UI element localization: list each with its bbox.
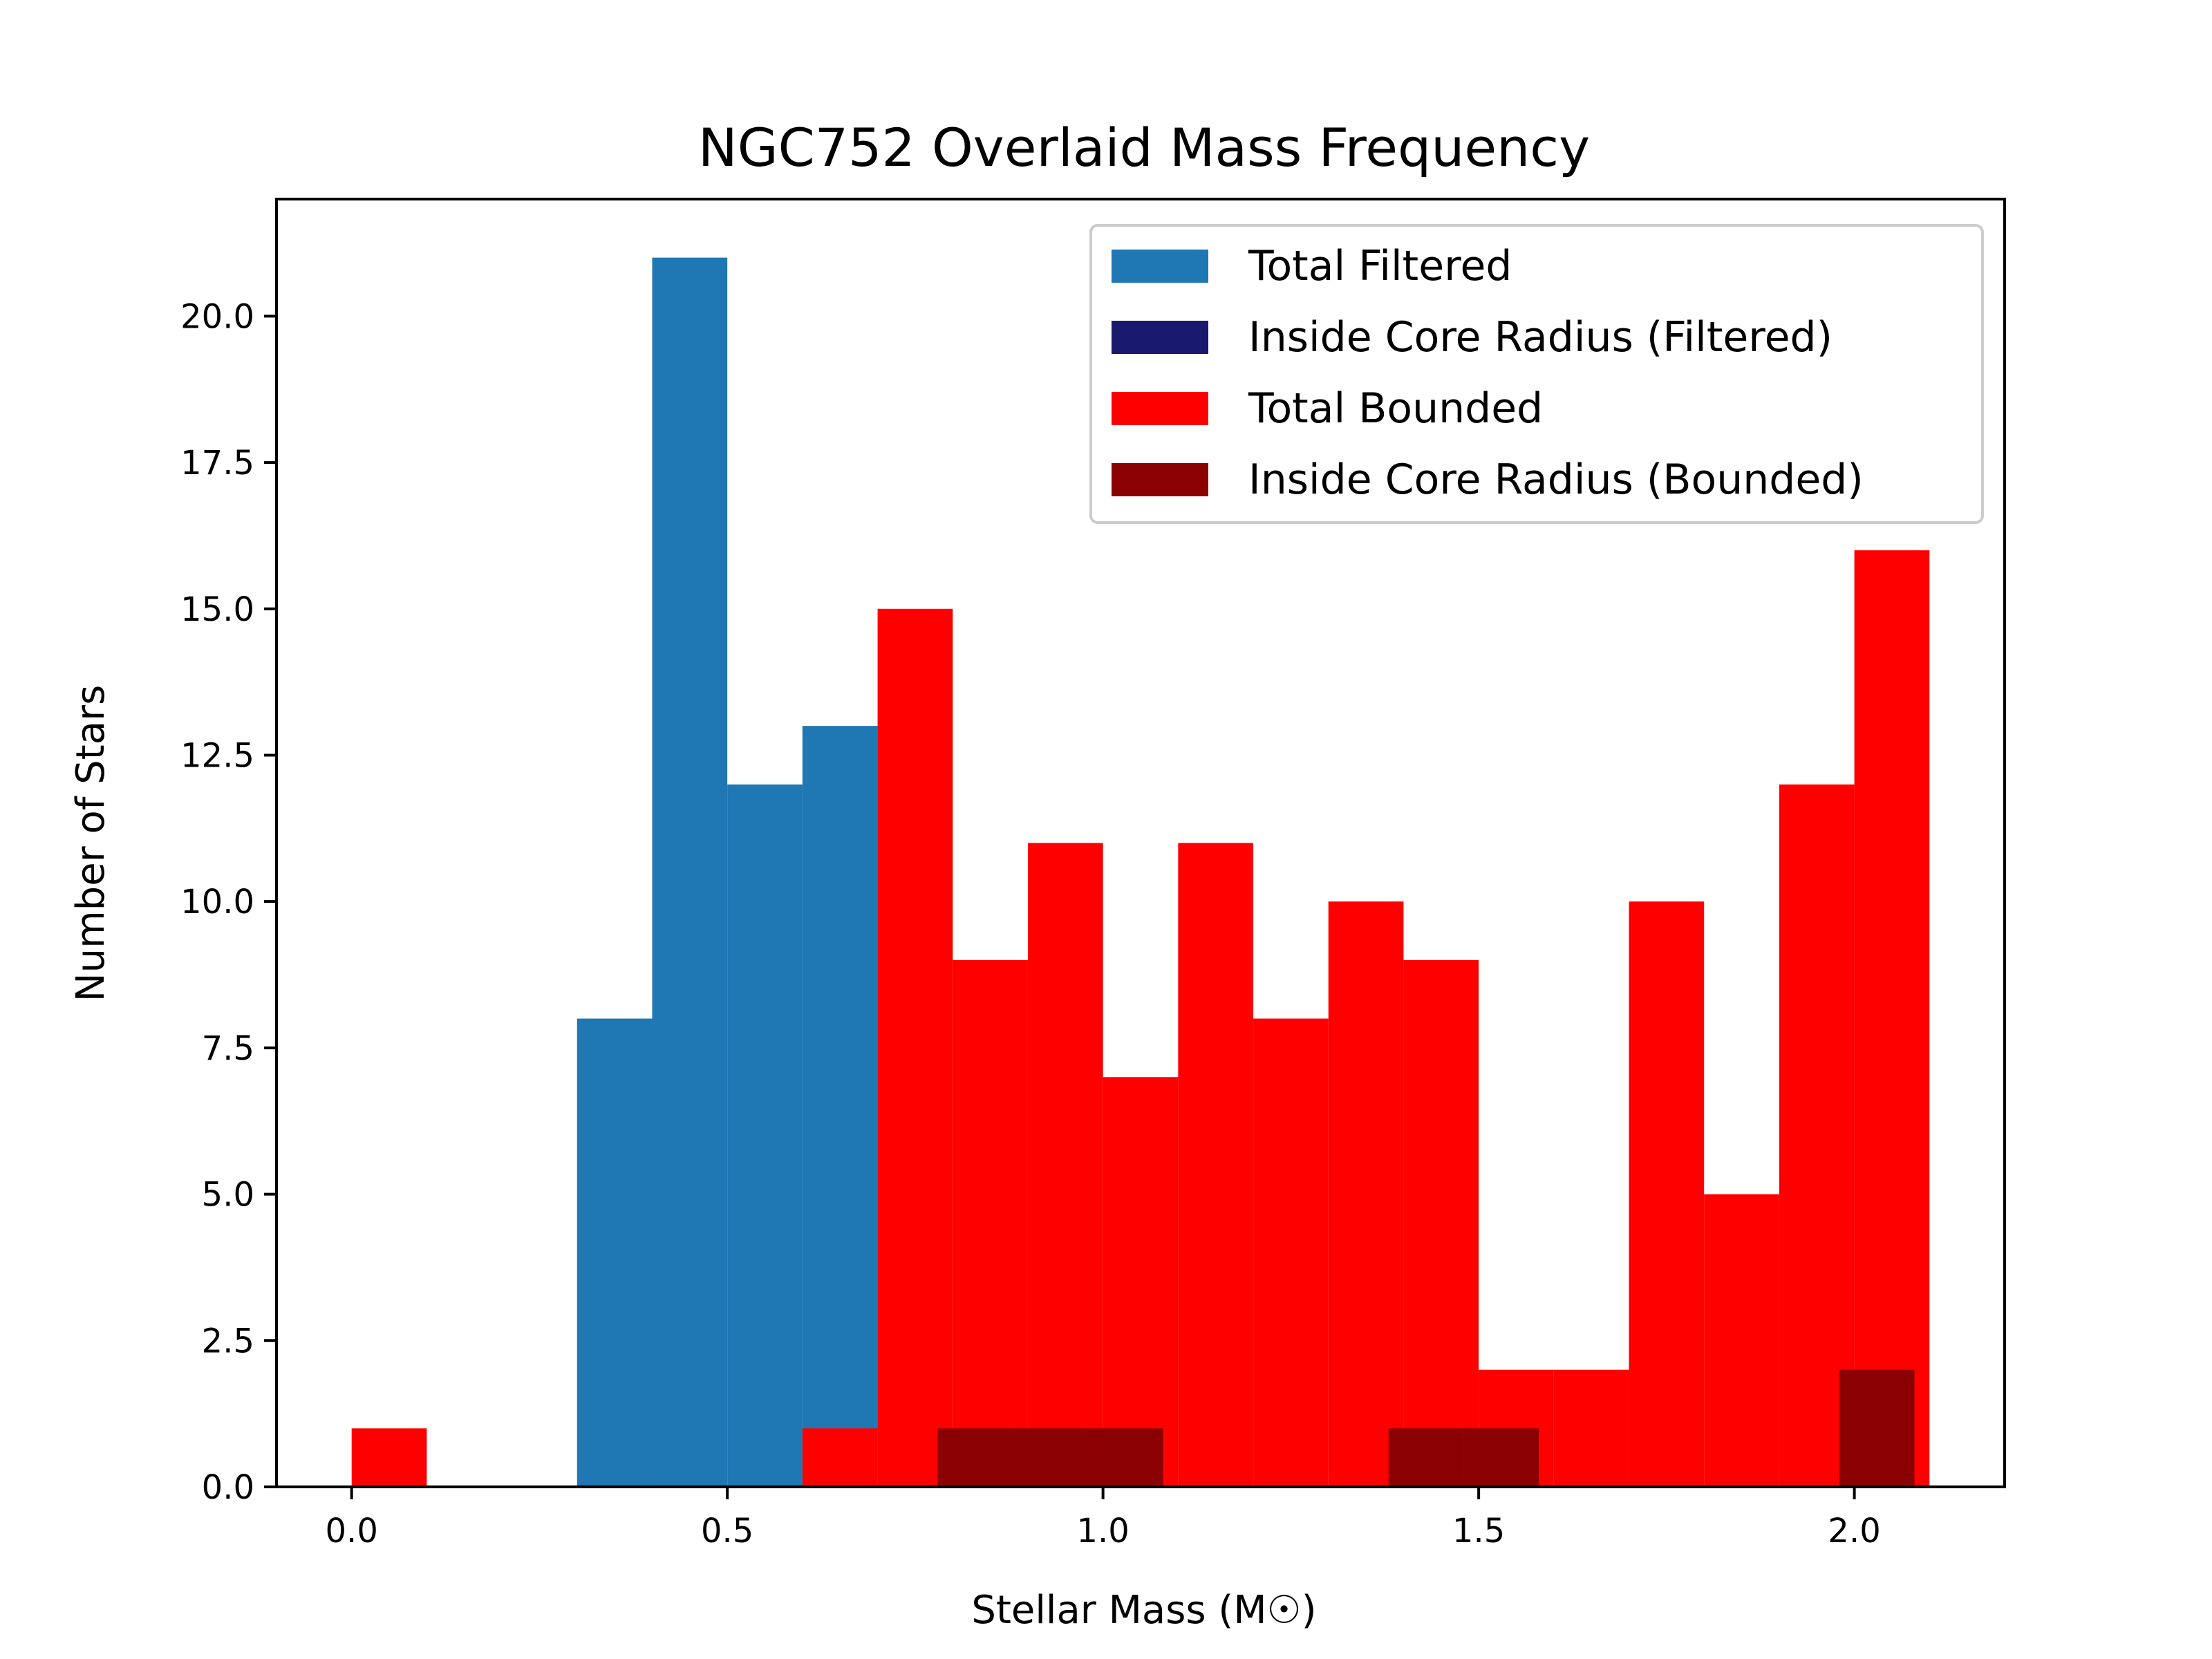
bar-s2-b1 — [802, 1428, 878, 1487]
x-axis-ticks: 0.0 0.5 1.0 1.5 2.0 — [326, 1487, 1881, 1550]
bar-s2-b5 — [1103, 1077, 1179, 1487]
legend-label-2: Total Bounded — [1248, 384, 1543, 433]
bar-s3-b4 — [1463, 1428, 1539, 1487]
bar-s2-b7 — [1253, 1018, 1329, 1487]
legend-swatch-3 — [1112, 463, 1208, 496]
y-tick-label-1: 2.5 — [202, 1322, 254, 1360]
bar-s2-b6 — [1178, 843, 1254, 1487]
bar-s0-b3 — [802, 726, 878, 1487]
x-tick-label-1: 0.5 — [701, 1512, 753, 1550]
bar-s2-b3 — [953, 959, 1028, 1487]
y-tick-label-0: 0.0 — [202, 1468, 254, 1507]
bars-layer — [351, 257, 1930, 1488]
bar-s2-b8 — [1328, 901, 1404, 1487]
legend-label-3: Inside Core Radius (Bounded) — [1248, 456, 1864, 504]
bar-s2-b15 — [1854, 550, 1930, 1488]
y-tick-label-4: 10.0 — [180, 883, 254, 921]
bar-s0-b2 — [727, 784, 803, 1487]
y-tick-label-6: 15.0 — [180, 590, 254, 629]
bar-s2-b0 — [351, 1428, 427, 1487]
axes-frame — [275, 198, 2006, 1488]
bar-s2-b4 — [1027, 843, 1103, 1487]
bar-s2-b9 — [1403, 959, 1479, 1487]
y-tick-label-2: 5.0 — [202, 1176, 254, 1215]
x-tick-label-4: 2.0 — [1828, 1512, 1880, 1550]
x-tick-label-2: 1.0 — [1076, 1512, 1129, 1550]
y-tick-label-8: 20.0 — [180, 297, 254, 336]
bar-s2-b2 — [877, 608, 953, 1487]
legend-swatch-0 — [1112, 250, 1208, 283]
legend-label-1: Inside Core Radius (Filtered) — [1248, 313, 1833, 362]
legend-swatch-2 — [1112, 392, 1208, 425]
bar-s2-b13 — [1704, 1194, 1779, 1487]
x-axis-label: Stellar Mass (M☉) — [971, 1588, 1316, 1633]
x-tick-label-0: 0.0 — [326, 1512, 378, 1550]
legend: Total Filtered Inside Core Radius (Filter… — [1089, 224, 1984, 524]
bar-s2-b11 — [1553, 1369, 1629, 1487]
y-tick-label-7: 17.5 — [180, 444, 254, 482]
bar-s3-b0 — [937, 1428, 1013, 1487]
bar-s3-b2 — [1087, 1428, 1163, 1487]
bar-s0-b0 — [577, 1018, 653, 1487]
bar-s0-b1 — [652, 257, 728, 1487]
bar-s3-b1 — [1013, 1428, 1088, 1487]
bar-s3-b5 — [1839, 1369, 1915, 1487]
y-tick-label-3: 7.5 — [202, 1029, 254, 1068]
x-tick-label-3: 1.5 — [1452, 1512, 1505, 1550]
legend-frame — [1089, 224, 1984, 524]
y-tick-label-5: 12.5 — [180, 736, 254, 775]
legend-items: Total Filtered Inside Core Radius (Filter… — [1112, 242, 1864, 504]
chart-title: NGC752 Overlaid Mass Frequency — [698, 117, 1590, 178]
y-axis-ticks: 0.0 2.5 5.0 7.5 10.0 12.5 15.0 17.5 20.0 — [180, 297, 276, 1507]
legend-swatch-1 — [1112, 321, 1208, 354]
bar-s3-b3 — [1388, 1428, 1464, 1487]
y-axis-label: Number of Stars — [68, 685, 113, 1002]
legend-label-0: Total Filtered — [1248, 242, 1512, 290]
bar-s2-b12 — [1629, 901, 1705, 1487]
